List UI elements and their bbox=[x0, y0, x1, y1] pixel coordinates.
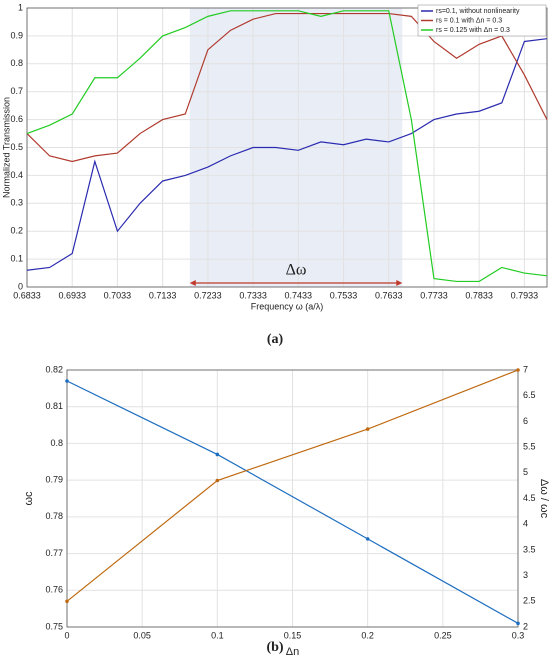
x-tick-label: 0.3 bbox=[512, 630, 525, 640]
x-tick-label: 0.7933 bbox=[511, 290, 539, 300]
y2-tick-label: 3.5 bbox=[523, 544, 536, 554]
y-tick-label: 0.75 bbox=[45, 621, 63, 631]
data-line bbox=[26, 12, 548, 163]
y-tick-label: 0.3 bbox=[10, 198, 23, 208]
data-point bbox=[365, 427, 370, 431]
x-tick-label: 0.7133 bbox=[149, 290, 177, 300]
y-tick-label: 0.4 bbox=[10, 170, 23, 180]
data-point bbox=[516, 368, 520, 372]
annotation: Δω bbox=[286, 262, 307, 279]
y2-tick-label: 4 bbox=[523, 519, 528, 529]
y-tick-label: 0.1 bbox=[10, 253, 23, 263]
x-axis-label: Frequency ω (a/λ) bbox=[251, 301, 324, 311]
x-tick-label: 0.7733 bbox=[420, 290, 448, 300]
y-tick-label: 0.6 bbox=[10, 114, 23, 124]
legend-entry: rs = 0.1 with Δn = 0.3 bbox=[436, 17, 502, 24]
data-point bbox=[365, 537, 370, 541]
y2-tick-label: 2.5 bbox=[523, 596, 536, 606]
x-tick-label: 0.2 bbox=[361, 630, 374, 640]
panel-label: (b) bbox=[266, 640, 283, 655]
y-tick-label: 0.76 bbox=[45, 585, 63, 595]
y-tick-label: 0.8 bbox=[50, 438, 63, 448]
data-point bbox=[215, 478, 220, 483]
y-tick-label: 0.7 bbox=[10, 86, 23, 96]
legend-entry: rs=0.1, without nonlinearity bbox=[436, 8, 520, 15]
y-axis-label: Normalized Transmission bbox=[1, 97, 11, 198]
y-tick-label: 0.8 bbox=[10, 58, 23, 68]
x-tick-label: 0 bbox=[64, 630, 69, 640]
y-tick-label: 0.5 bbox=[10, 142, 23, 152]
x-tick-label: 0.7633 bbox=[375, 290, 403, 300]
x-tick-label: 0.7233 bbox=[194, 290, 222, 300]
x-tick-label: 0.15 bbox=[284, 630, 302, 640]
y-tick-label: 0.77 bbox=[45, 548, 63, 558]
data-line bbox=[26, 38, 548, 271]
x-tick-label: 0.7433 bbox=[285, 290, 313, 300]
x-tick-label: 0.7533 bbox=[330, 290, 358, 300]
y-tick-label: 1 bbox=[18, 2, 23, 12]
y-tick-label: 0.2 bbox=[10, 226, 23, 236]
data-line bbox=[26, 10, 548, 283]
x-tick-label: 0.7833 bbox=[465, 290, 493, 300]
y2-tick-label: 6 bbox=[523, 416, 528, 426]
x-tick-label: 0.05 bbox=[133, 630, 151, 640]
y2-tick-label: 7 bbox=[523, 364, 528, 374]
x-tick-label: 0.6833 bbox=[13, 290, 41, 300]
y-tick-label: 0.81 bbox=[45, 401, 63, 411]
data-point bbox=[516, 621, 520, 626]
y2-tick-label: 3 bbox=[523, 570, 528, 580]
x-tick-label: 0.6933 bbox=[58, 290, 86, 300]
y-tick-label: 0.78 bbox=[45, 511, 63, 521]
legend-box bbox=[417, 4, 547, 37]
y2-axis-label: Δω / ωc bbox=[538, 479, 550, 519]
y-tick-label: 0.9 bbox=[10, 30, 23, 40]
y2-tick-label: 4.5 bbox=[523, 493, 536, 503]
legend-entry: rs = 0.125 with Δn = 0.3 bbox=[436, 27, 510, 34]
data-point bbox=[65, 599, 69, 604]
x-tick-label: 0.25 bbox=[434, 630, 452, 640]
data-line bbox=[66, 369, 519, 602]
y2-tick-label: 5.5 bbox=[523, 441, 536, 451]
x-tick-label: 0.7333 bbox=[239, 290, 267, 300]
y-tick-label: 0.82 bbox=[45, 364, 63, 374]
x-tick-label: 0.1 bbox=[211, 630, 224, 640]
x-axis-label: Δn bbox=[286, 646, 299, 658]
y2-tick-label: 6.5 bbox=[523, 390, 536, 400]
y-axis-label: ωc bbox=[23, 491, 35, 506]
x-tick-label: 0.7033 bbox=[104, 290, 132, 300]
y2-tick-label: 5 bbox=[523, 467, 528, 477]
panel-label: (a) bbox=[267, 332, 284, 347]
y-tick-label: 0 bbox=[18, 281, 23, 291]
data-point bbox=[215, 452, 220, 457]
plot-frame bbox=[66, 369, 519, 628]
y2-tick-label: 2 bbox=[523, 621, 528, 631]
data-line bbox=[66, 380, 519, 624]
data-point bbox=[65, 379, 69, 383]
plot-frame bbox=[26, 7, 548, 288]
y-tick-label: 0.79 bbox=[45, 475, 63, 485]
